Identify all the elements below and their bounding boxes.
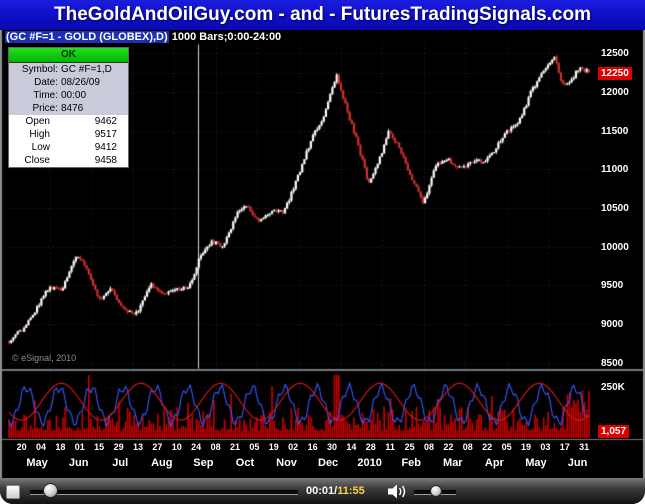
x-axis-day-label: 01 (74, 442, 85, 452)
x-axis-day-label: 13 (132, 442, 143, 452)
x-axis-month-label: Aug (151, 457, 173, 469)
x-axis-day-label: 22 (482, 442, 493, 452)
info-rows-top: Symbol: GC #F=1,D Date: 08/26/09 Time: 00:00 P… (9, 63, 128, 115)
info-row: Date: 08/26/09 (9, 76, 128, 89)
x-axis-month-label: Jul (112, 457, 129, 469)
x-axis-month-label: Dec (318, 457, 339, 469)
seek-thumb[interactable] (42, 483, 58, 498)
x-axis-day-label: 08 (462, 442, 473, 452)
chart-title: (GC #F=1 - GOLD (GLOBEX),D) 1000 Bars;0:… (5, 31, 281, 43)
info-row: Symbol: GC #F=1,D (9, 63, 128, 76)
x-axis-day-label: 05 (249, 442, 260, 452)
x-axis-day-label: 19 (268, 442, 279, 452)
speaker-icon[interactable] (388, 484, 408, 499)
x-axis-day-label: 19 (520, 442, 531, 452)
x-axis-month-label: Feb (401, 457, 422, 469)
x-axis-day-label: 30 (326, 442, 337, 452)
time-total: 11:55 (337, 485, 365, 497)
current-price-flag: 12250 (598, 66, 632, 80)
x-axis-month-label: May (525, 457, 547, 469)
info-rows-bottom: Open 9462 High 9517 Low 9412 Close 9458 (9, 115, 128, 167)
x-axis-month-label: 2010 (357, 457, 382, 469)
x-axis-day-label: 17 (559, 442, 570, 452)
info-row: Time: 00:00 (9, 89, 128, 102)
x-axis-day-label: 08 (210, 442, 221, 452)
x-axis-month-label: May (26, 457, 48, 469)
x-axis-day-label: 29 (113, 442, 124, 452)
x-axis-day-label: 28 (365, 442, 376, 452)
x-axis-day-label: 16 (307, 442, 318, 452)
x-axis-day-label: 05 (501, 442, 512, 452)
x-axis-day-label: 10 (171, 442, 182, 452)
x-axis-day-label: 08 (423, 442, 434, 452)
seek-slider[interactable] (30, 490, 298, 495)
info-row: Low 9412 (9, 141, 128, 154)
x-axis-day-label: 25 (404, 442, 415, 452)
x-axis-day-label: 27 (152, 442, 163, 452)
x-axis-day-label: 18 (55, 442, 66, 452)
esignal-watermark: © eSignal, 2010 (12, 353, 77, 363)
x-axis-month-label: Apr (484, 457, 504, 469)
x-axis-day-label: 31 (579, 442, 590, 452)
x-axis-month-label: Jun (68, 457, 89, 469)
price-axis-label: 10500 (601, 202, 629, 214)
x-axis-month-label: Sep (193, 457, 214, 469)
price-axis-label: 11000 (601, 164, 629, 176)
price-axis-label: 12500 (601, 48, 629, 60)
banner-text: TheGoldAndOilGuy.com - and - FuturesTrad… (54, 4, 591, 25)
x-axis-day-label: 15 (94, 442, 105, 452)
price-axis-label: 11500 (601, 125, 629, 137)
x-axis-day-label: 24 (191, 442, 202, 452)
chart-bars-label: 1000 Bars;0:00-24:00 (168, 31, 282, 43)
chart-video-area[interactable]: (GC #F=1 - GOLD (GLOBEX),D) 1000 Bars;0:… (0, 30, 645, 478)
info-row: High 9517 (9, 128, 128, 141)
chart-symbol-label: (GC #F=1 - GOLD (GLOBEX),D) (5, 31, 169, 43)
time-elapsed: 00:01 (306, 485, 335, 497)
banner: TheGoldAndOilGuy.com - and - FuturesTrad… (0, 0, 645, 30)
price-axis-label: 9000 (601, 318, 624, 330)
quote-info-box: OK Symbol: GC #F=1,D Date: 08/26/09 Time: 00:… (8, 47, 129, 168)
time-separator: / (334, 485, 338, 497)
info-row: Price: 8476 (9, 102, 128, 115)
volume-axis-label: 250K (601, 381, 625, 393)
x-axis-day-label: 04 (35, 442, 46, 452)
time-display: 00:01/11:55 (306, 485, 365, 497)
x-axis-day-label: 02 (288, 442, 299, 452)
info-row: Close 9458 (9, 154, 128, 167)
x-axis-month-label: Jun (567, 457, 588, 469)
x-axis-month-label: Mar (443, 457, 463, 469)
volume-value-flag: 1,057 (598, 425, 630, 438)
price-axis-label: 8500 (601, 357, 624, 369)
x-axis-day-label: 20 (16, 442, 27, 452)
info-ok-header: OK (9, 48, 128, 63)
x-axis-day-label: 22 (443, 442, 454, 452)
info-row: Open 9462 (9, 115, 128, 128)
x-axis-day-label: 21 (229, 442, 240, 452)
x-axis-month-label: Nov (276, 457, 297, 469)
player-controls: 00:01/11:55 (0, 478, 645, 504)
stop-button[interactable] (6, 485, 20, 499)
x-axis-day-label: 03 (540, 442, 551, 452)
x-axis-day-label: 14 (346, 442, 357, 452)
x-axis-day-label: 11 (385, 442, 395, 452)
price-axis-label: 12000 (601, 86, 629, 98)
price-axis-label: 9500 (601, 280, 624, 292)
volume-thumb[interactable] (430, 485, 442, 497)
x-axis-month-label: Oct (235, 457, 255, 469)
price-axis-label: 10000 (601, 241, 629, 253)
